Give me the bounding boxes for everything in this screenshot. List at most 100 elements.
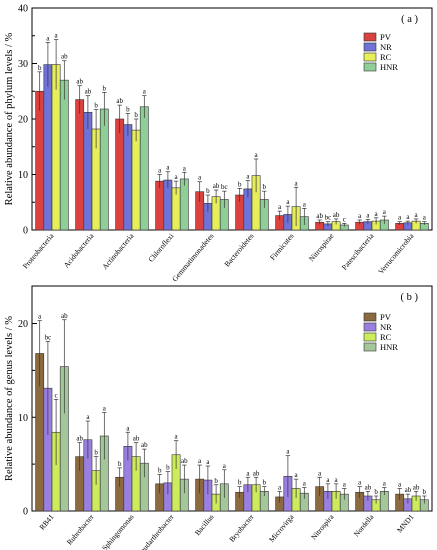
legend-swatch-pv (363, 32, 377, 42)
significance-letter: a (303, 200, 307, 208)
x-category-label: Firmicutes (268, 231, 296, 261)
y-axis-label: Relative abundance of phylum levels / % (4, 32, 15, 205)
significance-letter: a (358, 479, 362, 487)
legend-swatch-pv (363, 312, 377, 322)
significance-letter: a (383, 208, 387, 216)
y-tick-label: 20 (18, 115, 28, 126)
significance-letter: a (295, 471, 299, 479)
x-category-label: Sphingomonas (100, 512, 136, 550)
legend-label-hnr: HNR (380, 62, 398, 72)
significance-letter: ab (333, 211, 340, 219)
significance-letter: a (318, 469, 322, 477)
significance-letter: ab (141, 441, 148, 449)
x-category-label: Verrucomicrobia (376, 231, 416, 276)
significance-letter: b (94, 102, 98, 110)
significance-letter: a (255, 151, 259, 159)
y-tick-label: 10 (18, 170, 28, 181)
significance-letter: a (38, 313, 42, 321)
significance-letter: a (223, 462, 227, 470)
bar-hnr (139, 106, 149, 231)
significance-letter: b (103, 84, 107, 92)
x-category-label: Proteobacteria (21, 231, 56, 270)
significance-letter: ab (413, 483, 420, 491)
significance-letter: a (415, 211, 419, 219)
significance-letter: a (343, 481, 347, 489)
legend-swatch-nr (363, 42, 377, 52)
significance-letter: a (46, 34, 50, 42)
significance-letter: ab (76, 78, 83, 86)
bar-pv (115, 118, 125, 231)
significance-letter: ab (133, 435, 140, 443)
chart-panel-a: 0 10 20 30 40 Relative abundance of phylum le… (4, 4, 433, 283)
legend-label-rc: RC (380, 52, 392, 62)
significance-letter: ab (213, 182, 220, 190)
significance-letter: a (398, 214, 402, 222)
y-tick-label: 20 (18, 319, 28, 330)
legend-swatch-rc (363, 332, 377, 342)
significance-letter: ab (61, 312, 68, 320)
x-category-label: Patescibacteria (340, 231, 376, 272)
significance-letter: a (366, 211, 370, 219)
x-category-label: Rubrobacter (65, 512, 96, 547)
significance-letter: a (375, 210, 379, 218)
significance-letter: a (358, 212, 362, 220)
bar-nr (123, 124, 133, 231)
panel-label: ( a ) (401, 14, 418, 25)
significance-letter: b (238, 180, 242, 188)
y-axis-label: Relative abundance of genus levels / % (4, 316, 15, 481)
significance-letter: b (126, 105, 130, 113)
significance-letter: b (263, 479, 267, 487)
legend-label-nr: NR (380, 42, 392, 52)
significance-letter: b (166, 464, 170, 472)
bar-pv (155, 180, 165, 231)
significance-letter: a (198, 457, 202, 465)
significance-letter: bc (221, 183, 228, 191)
significance-letter: a (303, 480, 307, 488)
x-category-label: Nitrospirae (307, 231, 336, 263)
significance-letter: a (206, 458, 210, 466)
significance-letter: b (158, 466, 162, 474)
legend-swatch-hnr (363, 62, 377, 72)
significance-letter: a (86, 413, 90, 421)
significance-letter: a (278, 203, 282, 211)
bar-hnr (179, 178, 189, 231)
significance-letter: a (295, 179, 299, 187)
x-category-label: Pseudarthrobacter (134, 512, 176, 550)
legend-swatch-hnr (363, 342, 377, 352)
legend-label-rc: RC (380, 332, 392, 342)
significance-letter: ab (61, 53, 68, 61)
significance-letter: a (406, 213, 410, 221)
significance-letter: a (175, 433, 179, 441)
x-category-label: MND1 (395, 512, 416, 534)
significance-letter: b (238, 479, 242, 487)
x-category-label: Microvirga (267, 512, 296, 544)
significance-letter: ab (405, 486, 412, 494)
significance-letter: b (374, 488, 378, 496)
significance-letter: a (55, 32, 59, 40)
significance-letter: b (38, 64, 42, 72)
x-category-label: Chloroflexi (146, 232, 175, 264)
significance-letter: a (158, 167, 162, 175)
y-tick-label: 30 (18, 59, 28, 70)
bar-nr (43, 64, 53, 231)
significance-letter: a (423, 214, 427, 222)
significance-letter: c (55, 391, 58, 399)
significance-letter: a (335, 476, 339, 484)
significance-letter: ab (365, 483, 372, 491)
y-tick-label: 10 (18, 413, 28, 424)
legend-swatch-rc (363, 52, 377, 62)
bar-pv (35, 90, 45, 231)
x-category-label: Nordella (352, 512, 376, 538)
significance-letter: bc (45, 333, 52, 341)
significance-letter: a (383, 480, 387, 488)
significance-letter: a (103, 405, 107, 413)
panel-label: ( b ) (401, 292, 419, 303)
x-category-label: Bacillus (193, 512, 216, 537)
y-tick-label: 0 (23, 507, 28, 518)
significance-letter: a (286, 198, 290, 206)
significance-letter: ab (253, 469, 260, 477)
x-category-label: Nitrospira (309, 512, 336, 542)
x-category-label: Gemmatimonadetes (170, 231, 216, 283)
significance-letter: a (278, 483, 282, 491)
